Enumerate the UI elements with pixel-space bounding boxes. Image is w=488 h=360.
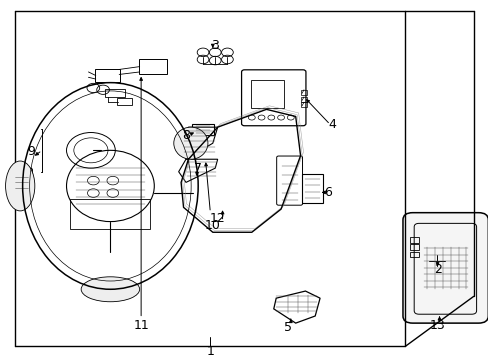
Ellipse shape [81,277,140,302]
Text: 4: 4 [327,118,336,131]
Text: 12: 12 [209,212,225,225]
Text: 6: 6 [324,186,332,199]
Text: 1: 1 [206,345,214,358]
Text: 8: 8 [182,129,190,141]
Text: 7: 7 [194,162,202,175]
Text: 3: 3 [211,39,219,52]
Text: 2: 2 [433,263,441,276]
Text: 5: 5 [284,321,292,334]
Text: 10: 10 [204,219,220,232]
FancyBboxPatch shape [402,213,488,323]
Text: 13: 13 [429,319,445,332]
Text: 11: 11 [133,319,149,332]
Text: 9: 9 [27,145,35,158]
Ellipse shape [5,161,35,211]
Ellipse shape [173,127,207,159]
